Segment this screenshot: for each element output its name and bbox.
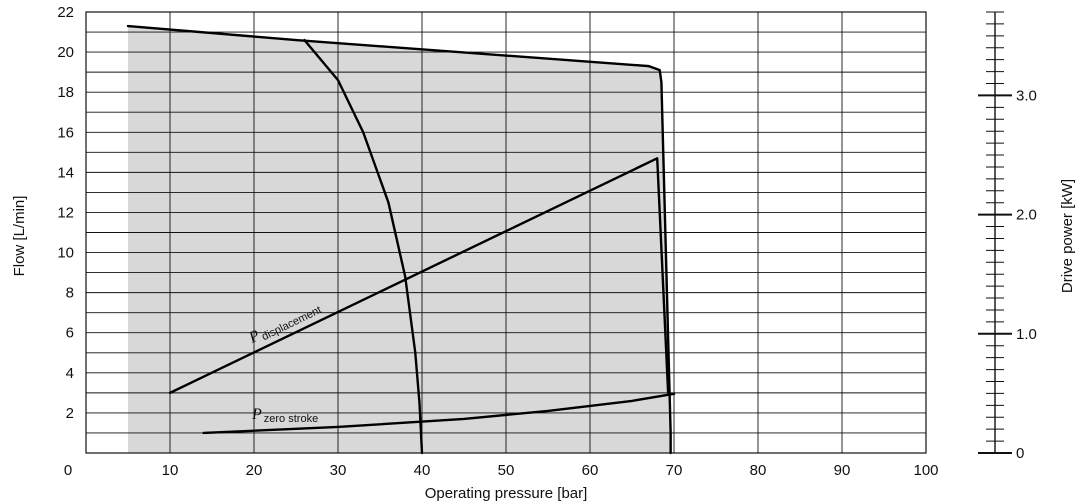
x-tick-label: 30 (330, 462, 347, 479)
shaded-operating-region (128, 26, 671, 453)
x-tick-label: 70 (666, 462, 683, 479)
y2-tick-label: 2.0 (1016, 207, 1037, 224)
x-tick-label: 40 (414, 462, 431, 479)
y-tick-label: 12 (57, 204, 74, 221)
y-tick-label: 14 (57, 164, 74, 181)
y-axis-title: Flow [L/min] (11, 196, 28, 277)
x-tick-label: 10 (162, 462, 179, 479)
y-tick-label: 10 (57, 245, 74, 262)
x-tick-label: 50 (498, 462, 515, 479)
x-tick-label: 90 (834, 462, 851, 479)
y-tick-label: 22 (57, 4, 74, 21)
y-tick-label: 20 (57, 44, 74, 61)
y2-tick-label: 0 (1016, 445, 1024, 462)
y-tick-label: 6 (66, 325, 74, 342)
y-tick-labels: 2 4 6 8 10 12 14 16 18 20 22 (57, 4, 74, 422)
x-tick-label: 0 (64, 462, 72, 479)
right-power-axis: 0 1.0 2.0 3.0 (978, 12, 1037, 462)
x-axis-title: Operating pressure [bar] (425, 485, 588, 502)
operating-region-fill (128, 26, 671, 453)
y2-tick-label: 1.0 (1016, 326, 1037, 343)
x-tick-label: 20 (246, 462, 263, 479)
y2-tick-label: 3.0 (1016, 87, 1037, 104)
y2-axis-title: Drive power [kW] (1059, 179, 1076, 293)
x-tick-label: 80 (750, 462, 767, 479)
x-tick-label: 100 (913, 462, 938, 479)
y-tick-label: 18 (57, 84, 74, 101)
x-tick-label: 60 (582, 462, 599, 479)
x-tick-labels: 0 10 20 30 40 50 60 70 80 90 100 (64, 462, 939, 479)
y-tick-label: 4 (66, 365, 74, 382)
y-tick-label: 8 (66, 285, 74, 302)
y-tick-label: 2 (66, 405, 74, 422)
y-tick-label: 16 (57, 124, 74, 141)
